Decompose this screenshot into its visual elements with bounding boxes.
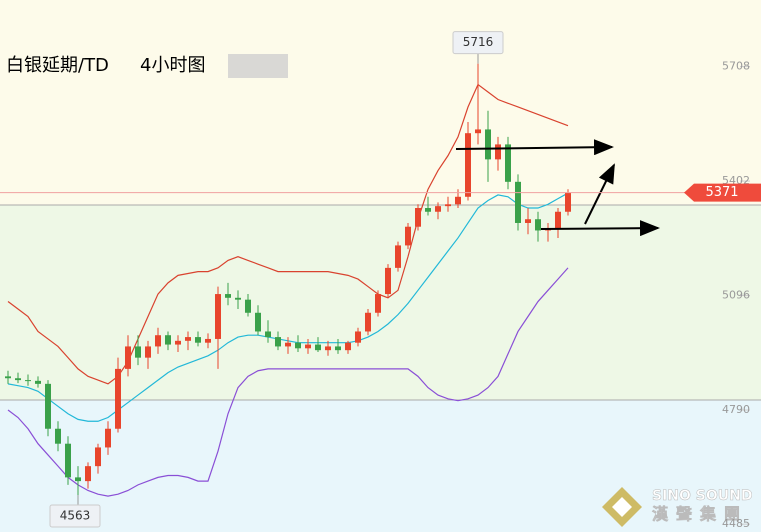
- candles: [5, 63, 571, 495]
- candle-body: [375, 294, 381, 313]
- candle-body: [5, 376, 11, 379]
- candle-body: [235, 297, 241, 300]
- candle-body: [25, 380, 31, 382]
- candle-body: [295, 342, 301, 349]
- max-label-box: [452, 31, 504, 55]
- candle-body: [505, 144, 511, 182]
- candle-body: [325, 346, 331, 351]
- candle-body: [395, 245, 401, 268]
- candle-body: [415, 208, 421, 227]
- min-label-box: [49, 504, 101, 528]
- candle-body: [105, 428, 111, 448]
- candle-body: [435, 206, 441, 212]
- candle-body: [345, 342, 351, 351]
- candle-body: [155, 335, 161, 347]
- candle-body: [465, 133, 471, 197]
- candle-body: [55, 428, 61, 444]
- candle-body: [205, 338, 211, 343]
- candle-body: [275, 337, 281, 347]
- last-price-tag: [684, 183, 761, 202]
- candle-body: [135, 346, 141, 358]
- candle-body: [555, 211, 561, 229]
- watermark-text: 漢聲集團: [652, 505, 748, 524]
- watermark-logo: [612, 497, 632, 517]
- indicator-line: [7, 83, 569, 385]
- candle-body: [215, 294, 221, 339]
- candle-body: [175, 340, 181, 345]
- candle-body: [265, 331, 271, 338]
- candle-body: [315, 344, 321, 351]
- candle-body: [245, 299, 251, 313]
- candle-body: [145, 346, 151, 358]
- candle-body: [525, 219, 531, 223]
- candle-body: [65, 443, 71, 478]
- candle-body: [85, 466, 91, 482]
- grid: [740, 66, 750, 525]
- last-price-label: 5371: [705, 185, 738, 200]
- min-label: 4563: [60, 508, 91, 522]
- blurred-logo: [228, 54, 288, 78]
- candle-body: [95, 447, 101, 467]
- candle-body: [35, 380, 41, 384]
- arrow: [540, 220, 660, 237]
- candle-body: [45, 383, 51, 429]
- y-tick-label: 5096: [722, 289, 750, 302]
- candle-body: [305, 344, 311, 349]
- watermark: SINO SOUND 漢聲集團: [602, 487, 753, 527]
- y-tick-label: 5708: [722, 60, 750, 73]
- watermark-text: SINO SOUND: [652, 488, 752, 504]
- indicator-line: [7, 267, 569, 497]
- y-tick-label: 4485: [722, 517, 750, 530]
- candle-body: [445, 204, 451, 207]
- background-top: [0, 0, 761, 205]
- candle-body: [335, 346, 341, 351]
- candle-body: [125, 346, 131, 369]
- chart-subtitle: 4小时图: [140, 55, 205, 76]
- y-tick-label: 4790: [722, 403, 750, 416]
- candle-body: [405, 226, 411, 246]
- candle-body: [15, 378, 21, 381]
- candle-body: [485, 129, 491, 160]
- chart-title: 白银延期/TD: [6, 55, 109, 76]
- candle-body: [385, 267, 391, 295]
- candle-body: [185, 337, 191, 341]
- candle-body: [565, 192, 571, 212]
- candle-body: [75, 477, 81, 482]
- arrow: [455, 139, 614, 156]
- candle-body: [515, 181, 521, 223]
- candle-body: [495, 144, 501, 160]
- candle-body: [455, 196, 461, 205]
- candle-body: [535, 219, 541, 231]
- candle-body: [475, 129, 481, 134]
- max-label: 5716: [463, 35, 494, 49]
- candle-body: [365, 312, 371, 332]
- candle-body: [425, 208, 431, 212]
- background-bottom: [0, 400, 761, 532]
- candle-body: [255, 312, 261, 332]
- candle-body: [165, 335, 171, 345]
- candle-body: [195, 337, 201, 343]
- candle-body: [355, 331, 361, 343]
- candle-body: [285, 342, 291, 347]
- candle-body: [225, 294, 231, 298]
- arrow: [584, 163, 615, 225]
- candle-body: [115, 368, 121, 429]
